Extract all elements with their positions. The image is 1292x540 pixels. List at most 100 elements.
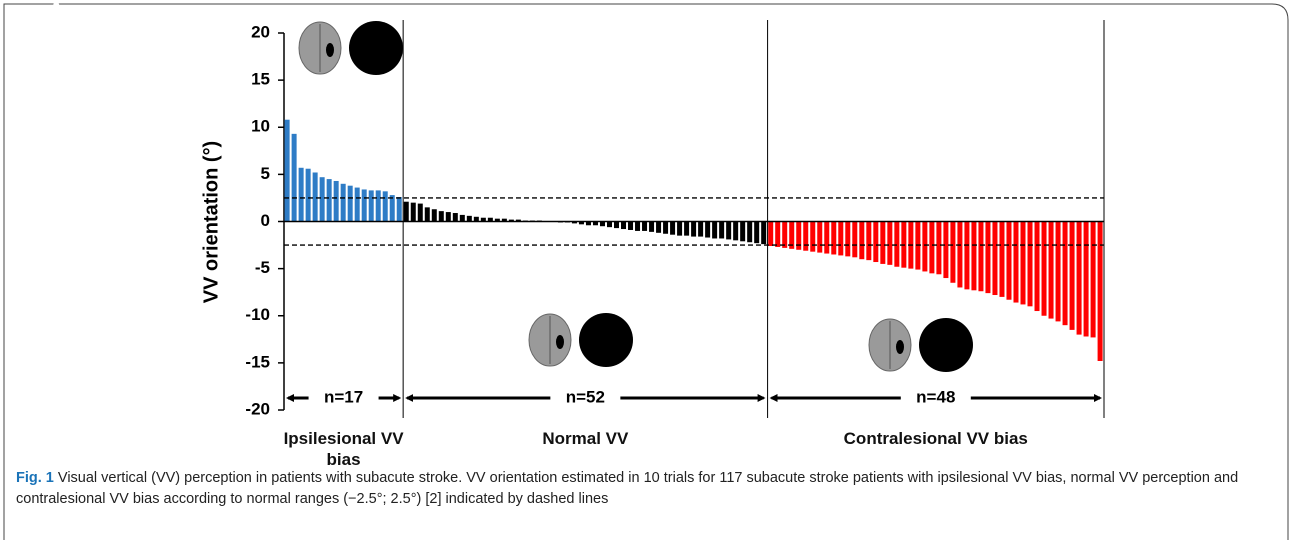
y-tick-label: -20: [245, 399, 270, 418]
bar: [705, 221, 711, 238]
bar: [621, 221, 627, 230]
bar: [1055, 221, 1061, 322]
bar: [1090, 221, 1096, 338]
bar: [950, 221, 956, 283]
bar: [768, 221, 774, 247]
bar: [698, 221, 704, 237]
bar: [782, 221, 788, 248]
count-label: n=17: [324, 387, 363, 406]
bar: [677, 221, 683, 236]
bar: [929, 221, 935, 274]
bar: [417, 203, 423, 222]
bar: [333, 180, 339, 222]
bar: [368, 190, 374, 222]
bar: [859, 221, 865, 260]
bar: [298, 167, 304, 222]
bar: [312, 172, 318, 222]
bar: [487, 217, 493, 222]
y-tick-label: -10: [245, 305, 270, 324]
bar: [1006, 221, 1012, 300]
bar: [838, 221, 844, 256]
frame: [3, 3, 1289, 540]
bar: [480, 217, 486, 222]
y-tick-label: 20: [251, 22, 270, 41]
bar: [733, 221, 739, 241]
bar: [880, 221, 886, 264]
bar: [354, 187, 360, 222]
bar: [852, 221, 858, 258]
bar: [424, 207, 430, 222]
bar: [361, 189, 367, 222]
bar: [305, 168, 311, 222]
bar: [382, 191, 388, 222]
bar: [747, 221, 753, 243]
bar: [501, 218, 507, 222]
vv-disc: [919, 318, 973, 372]
bar: [810, 221, 816, 252]
bar: [1097, 221, 1103, 361]
bar: [1013, 221, 1019, 303]
bar: [1041, 221, 1047, 316]
bar: [803, 221, 809, 251]
bar: [396, 196, 402, 222]
caption: Fig. 1 Visual vertical (VV) perception i…: [16, 468, 1266, 510]
bar: [817, 221, 823, 253]
bar: [445, 212, 451, 222]
bar: [1027, 221, 1033, 307]
bar: [438, 211, 444, 222]
bar: [515, 219, 521, 222]
bar: [761, 221, 767, 245]
bar: [466, 215, 472, 222]
bar: [887, 221, 893, 265]
lesion: [556, 335, 564, 349]
y-axis-label: VV orientation (°): [200, 141, 222, 303]
bar: [452, 213, 458, 222]
bar: [628, 221, 634, 230]
bar: [691, 221, 697, 237]
icon: [868, 318, 973, 372]
bar: [971, 221, 977, 291]
bar: [740, 221, 746, 242]
bar: [656, 221, 662, 233]
bar: [578, 221, 584, 225]
bar: [375, 190, 381, 222]
bar: [726, 221, 732, 240]
bar: [614, 221, 620, 229]
bar: [670, 221, 676, 235]
group-label: Contralesional VV bias: [843, 429, 1028, 448]
y-tick-label: 10: [251, 117, 270, 136]
bar: [1069, 221, 1075, 330]
bar: [403, 201, 409, 222]
icon: [528, 313, 633, 367]
bar: [684, 221, 690, 236]
bar: [642, 221, 648, 231]
bar: [985, 221, 991, 294]
bar: [1034, 221, 1040, 312]
group-label: Ipsilesional VV bias: [283, 429, 404, 469]
bar: [340, 183, 346, 222]
bar: [585, 221, 591, 226]
bar: [494, 218, 500, 222]
y-tick-label: 0: [261, 211, 270, 230]
bar: [291, 133, 297, 222]
icon: [298, 21, 403, 75]
lesion: [896, 340, 904, 354]
bar: [599, 221, 605, 227]
vv-disc: [349, 21, 403, 75]
bar: [389, 195, 395, 222]
group-label: Normal VV: [542, 429, 629, 448]
bar: [992, 221, 998, 296]
bar: [1048, 221, 1054, 319]
bar: [866, 221, 872, 261]
bar: [824, 221, 830, 254]
count-label: n=52: [566, 387, 605, 406]
y-tick-label: 15: [251, 70, 270, 89]
bar: [922, 221, 928, 272]
bar: [831, 221, 837, 255]
bar: [957, 221, 963, 288]
bar: [592, 221, 598, 226]
bar: [508, 219, 514, 222]
bar: [606, 221, 613, 228]
bar: [635, 221, 641, 231]
bar: [649, 221, 655, 232]
